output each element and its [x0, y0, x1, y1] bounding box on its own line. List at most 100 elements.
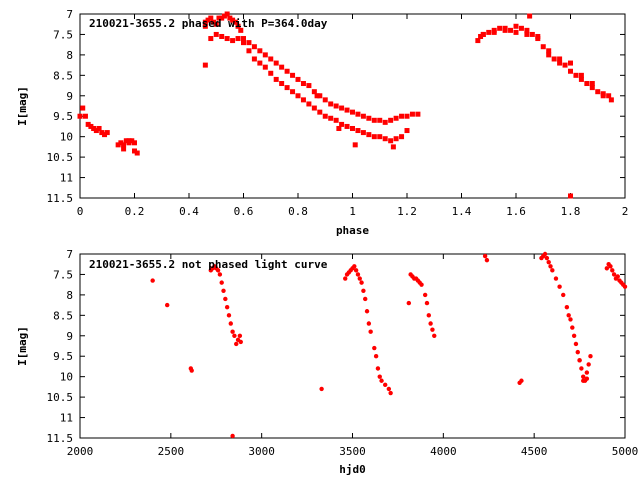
- data-point: [557, 56, 563, 62]
- data-point: [350, 109, 355, 115]
- data-point: [123, 138, 129, 144]
- data-point: [497, 25, 503, 31]
- data-point: [375, 366, 381, 371]
- data-point: [262, 64, 268, 70]
- unphased-light-curve-plot: 2000 2500 3000 3500 4000 4500 5000 7 7.5 8 8.5 9 9.5…: [16, 248, 638, 476]
- data-point: [213, 21, 219, 27]
- data-point: [235, 36, 241, 42]
- data-point: [333, 103, 339, 109]
- data-point: [295, 93, 301, 99]
- data-point: [237, 333, 243, 338]
- data-point: [355, 128, 361, 134]
- y-tick-label: 9: [66, 90, 73, 103]
- data-point: [322, 97, 328, 103]
- data-point: [557, 284, 562, 289]
- data-point: [336, 125, 342, 131]
- data-point: [368, 329, 373, 334]
- data-point: [364, 309, 370, 314]
- data-point: [290, 72, 296, 78]
- y-tick-label: 8: [66, 49, 73, 62]
- data-point: [77, 113, 83, 119]
- data-point: [251, 44, 257, 50]
- y-tick-label: 7: [66, 248, 73, 261]
- chart-title: 210021-3655.2 not phased light curve: [89, 258, 328, 271]
- data-point: [404, 113, 410, 119]
- data-point: [224, 11, 230, 17]
- y-tick-label: 10.5: [47, 391, 74, 404]
- data-point: [284, 85, 290, 91]
- data-point: [273, 60, 279, 66]
- data-point: [586, 362, 591, 367]
- data-point: [352, 264, 357, 269]
- data-point: [317, 93, 323, 99]
- data-point: [344, 107, 350, 113]
- data-point: [371, 117, 377, 123]
- data-point: [386, 386, 392, 392]
- data-point: [230, 17, 236, 23]
- data-point: [513, 23, 519, 29]
- x-tick-label: 3000: [248, 445, 275, 458]
- data-point: [300, 81, 306, 87]
- y-tick-label: 7.5: [53, 268, 73, 281]
- data-point: [527, 13, 533, 19]
- data-point: [546, 48, 552, 54]
- data-point: [355, 272, 361, 277]
- y-tick-label: 10: [60, 131, 73, 144]
- data-point: [589, 81, 595, 87]
- data-point: [581, 374, 586, 379]
- x-tick-label: 0.2: [125, 205, 145, 218]
- data-point: [232, 333, 237, 338]
- y-tick-label: 10: [60, 371, 73, 384]
- y-tick-label: 10.5: [47, 151, 74, 164]
- data-point: [382, 119, 388, 125]
- data-point: [608, 264, 613, 269]
- data-point: [388, 138, 394, 144]
- data-point: [372, 345, 377, 351]
- data-point: [202, 19, 208, 25]
- data-point: [80, 105, 86, 111]
- data-point: [578, 72, 584, 78]
- y-axis-label: I[mag]: [16, 326, 29, 366]
- data-point: [273, 76, 279, 82]
- data-point: [102, 132, 108, 138]
- data-point: [430, 327, 435, 332]
- data-point: [551, 56, 557, 62]
- data-point: [404, 128, 410, 134]
- data-point: [550, 268, 555, 273]
- data-point: [314, 93, 320, 99]
- y-tick-label: 11.5: [47, 432, 74, 445]
- y-tick-label: 8.5: [53, 69, 73, 82]
- y-tick-label: 11: [60, 412, 73, 425]
- data-point: [208, 36, 214, 42]
- data-point: [202, 23, 208, 29]
- data-point: [219, 15, 225, 21]
- data-point: [571, 333, 577, 338]
- data-point: [548, 264, 553, 269]
- y-tick-label: 11.5: [47, 192, 74, 205]
- data-point: [480, 31, 486, 37]
- data-point: [339, 105, 345, 111]
- data-point: [317, 109, 323, 115]
- data-point: [600, 91, 606, 97]
- data-point: [268, 56, 274, 62]
- data-point: [399, 113, 405, 119]
- x-tick-label: 2000: [67, 445, 94, 458]
- data-point: [319, 386, 324, 392]
- data-point: [224, 36, 230, 42]
- data-point: [432, 333, 437, 338]
- data-point: [428, 321, 433, 326]
- x-axis-label: phase: [336, 224, 369, 237]
- data-point: [573, 341, 579, 347]
- data-point: [406, 300, 412, 306]
- data-point: [578, 76, 584, 82]
- data-point: [604, 266, 610, 271]
- data-point: [219, 33, 225, 39]
- x-tick-label: 4500: [521, 445, 548, 458]
- plot-frame: [79, 253, 626, 439]
- data-point: [360, 130, 366, 136]
- data-point: [333, 117, 339, 123]
- x-tick-label: 0.6: [234, 205, 254, 218]
- data-point: [508, 27, 514, 33]
- data-point: [568, 68, 573, 74]
